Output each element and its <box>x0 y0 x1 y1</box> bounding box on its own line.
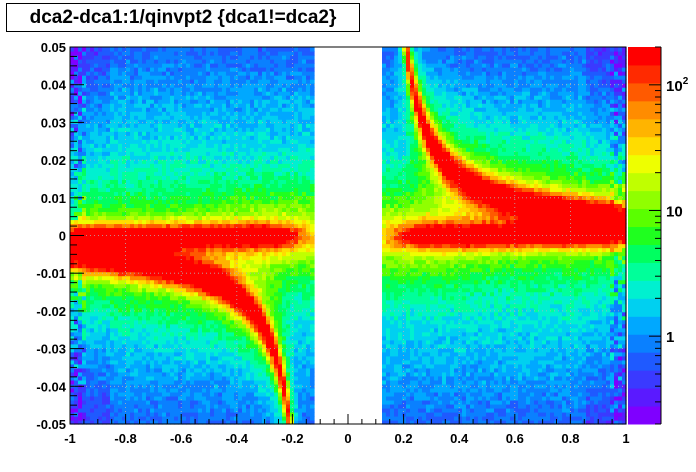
palette-swatch <box>628 136 661 156</box>
y-tick-label: -0.02 <box>36 304 66 319</box>
y-axis: -0.05 -0.04 -0.03 -0.02 -0.01 0 0.01 0.02 0.03 0.… <box>36 40 84 432</box>
y-tick-label: 0.05 <box>41 40 66 55</box>
y-tick-label: 0.02 <box>41 153 66 168</box>
y-tick-label: 0 <box>59 229 66 244</box>
y-tick-label: -0.05 <box>36 417 66 432</box>
palette-swatch <box>628 280 661 299</box>
z-tick-label: 1 <box>666 329 674 346</box>
heatmap <box>70 47 627 425</box>
x-tick-label: -0.4 <box>226 431 249 446</box>
palette-swatch <box>628 64 661 84</box>
palette-swatch <box>628 226 661 245</box>
y-tick-label: -0.04 <box>36 379 66 394</box>
x-tick-label: 0.6 <box>506 431 524 446</box>
palette-swatch <box>628 370 661 389</box>
palette-swatch <box>628 47 661 66</box>
x-tick-label: 1 <box>622 431 629 446</box>
x-tick-label: -1 <box>64 431 76 446</box>
palette-swatch <box>628 172 661 192</box>
z-axis: 1 10 102 <box>649 46 689 425</box>
palette-swatch <box>628 154 661 174</box>
z-tick-label: 102 <box>666 76 689 95</box>
y-tick-label: -0.01 <box>36 266 66 281</box>
palette-swatch <box>628 208 661 228</box>
empty-region <box>315 47 381 424</box>
palette-swatch <box>628 298 661 317</box>
palette-swatch <box>628 262 661 281</box>
z-tick-label: 10 <box>666 203 683 220</box>
x-tick-label: -0.8 <box>114 431 136 446</box>
y-tick-label: 0.01 <box>41 191 66 206</box>
palette-swatch <box>628 316 661 335</box>
palette-swatch <box>628 82 661 102</box>
x-tick-label: 0.4 <box>450 431 469 446</box>
chart-title: dca2-dca1:1/qinvpt2 {dca1!=dca2} <box>6 3 360 32</box>
palette-swatch <box>628 118 661 138</box>
x-tick-label: 0 <box>344 431 351 446</box>
palette-swatch <box>628 244 661 263</box>
y-tick-label: -0.03 <box>36 342 66 357</box>
color-scale <box>628 47 661 425</box>
x-axis: -1 -0.8 -0.6 -0.4 -0.2 0 0.2 0.4 0.6 0.8 1 <box>64 414 630 446</box>
x-tick-label: -0.6 <box>170 431 192 446</box>
x-tick-label: -0.2 <box>281 431 303 446</box>
palette-swatch <box>628 388 661 407</box>
palette-swatch <box>628 352 661 371</box>
palette-swatch <box>628 406 661 425</box>
palette-swatch <box>628 100 661 120</box>
x-tick-label: 0.8 <box>561 431 579 446</box>
y-tick-label: 0.03 <box>41 115 66 130</box>
x-tick-label: 0.2 <box>395 431 413 446</box>
palette-swatch <box>628 190 661 210</box>
y-tick-label: 0.04 <box>41 78 67 93</box>
palette-swatch <box>628 334 661 353</box>
